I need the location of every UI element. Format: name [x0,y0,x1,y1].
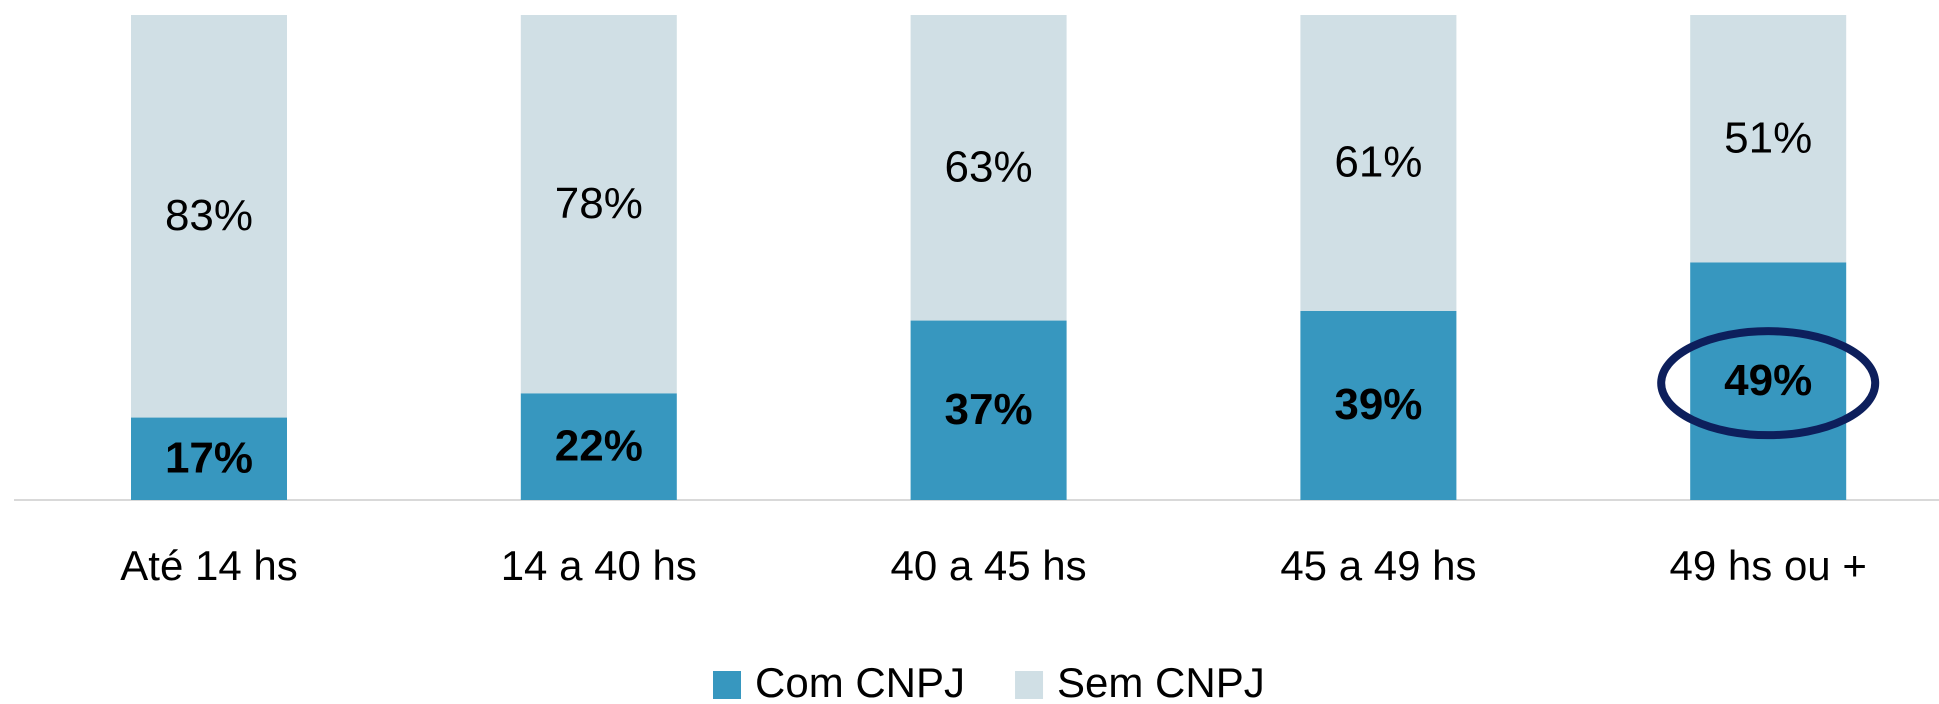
x-tick-label: Até 14 hs [120,542,297,589]
bar-segment [1300,15,1457,311]
x-tick-label: 14 a 40 hs [501,542,697,589]
bar-segment [131,15,287,418]
data-label: 78% [555,179,643,228]
data-label: 37% [945,385,1033,434]
data-label: 51% [1724,113,1812,162]
x-tick-label: 49 hs ou + [1670,542,1867,589]
bar-segment [910,15,1067,321]
x-tick-label: 40 a 45 hs [891,542,1087,589]
bar-segment [1690,262,1847,500]
data-label: 49% [1724,356,1812,405]
legend-label: Sem CNPJ [1057,659,1265,704]
legend-swatch [1015,671,1044,699]
bar-segment [520,15,677,394]
bar-segment [1690,15,1847,263]
x-tick-label: 45 a 49 hs [1280,542,1476,589]
data-label: 17% [165,433,253,482]
legend-swatch [713,671,741,699]
highlight-ellipse [1657,327,1880,440]
bar-segment [910,320,1067,500]
data-label: 63% [945,142,1033,191]
bar-segment [131,417,287,500]
bar-segment [1300,310,1457,500]
data-label: 39% [1334,380,1422,429]
bar-segment [520,393,677,500]
data-label: 22% [555,421,643,470]
legend-label: Com CNPJ [755,659,965,704]
data-label: 61% [1334,138,1422,187]
data-label: 83% [165,191,253,240]
